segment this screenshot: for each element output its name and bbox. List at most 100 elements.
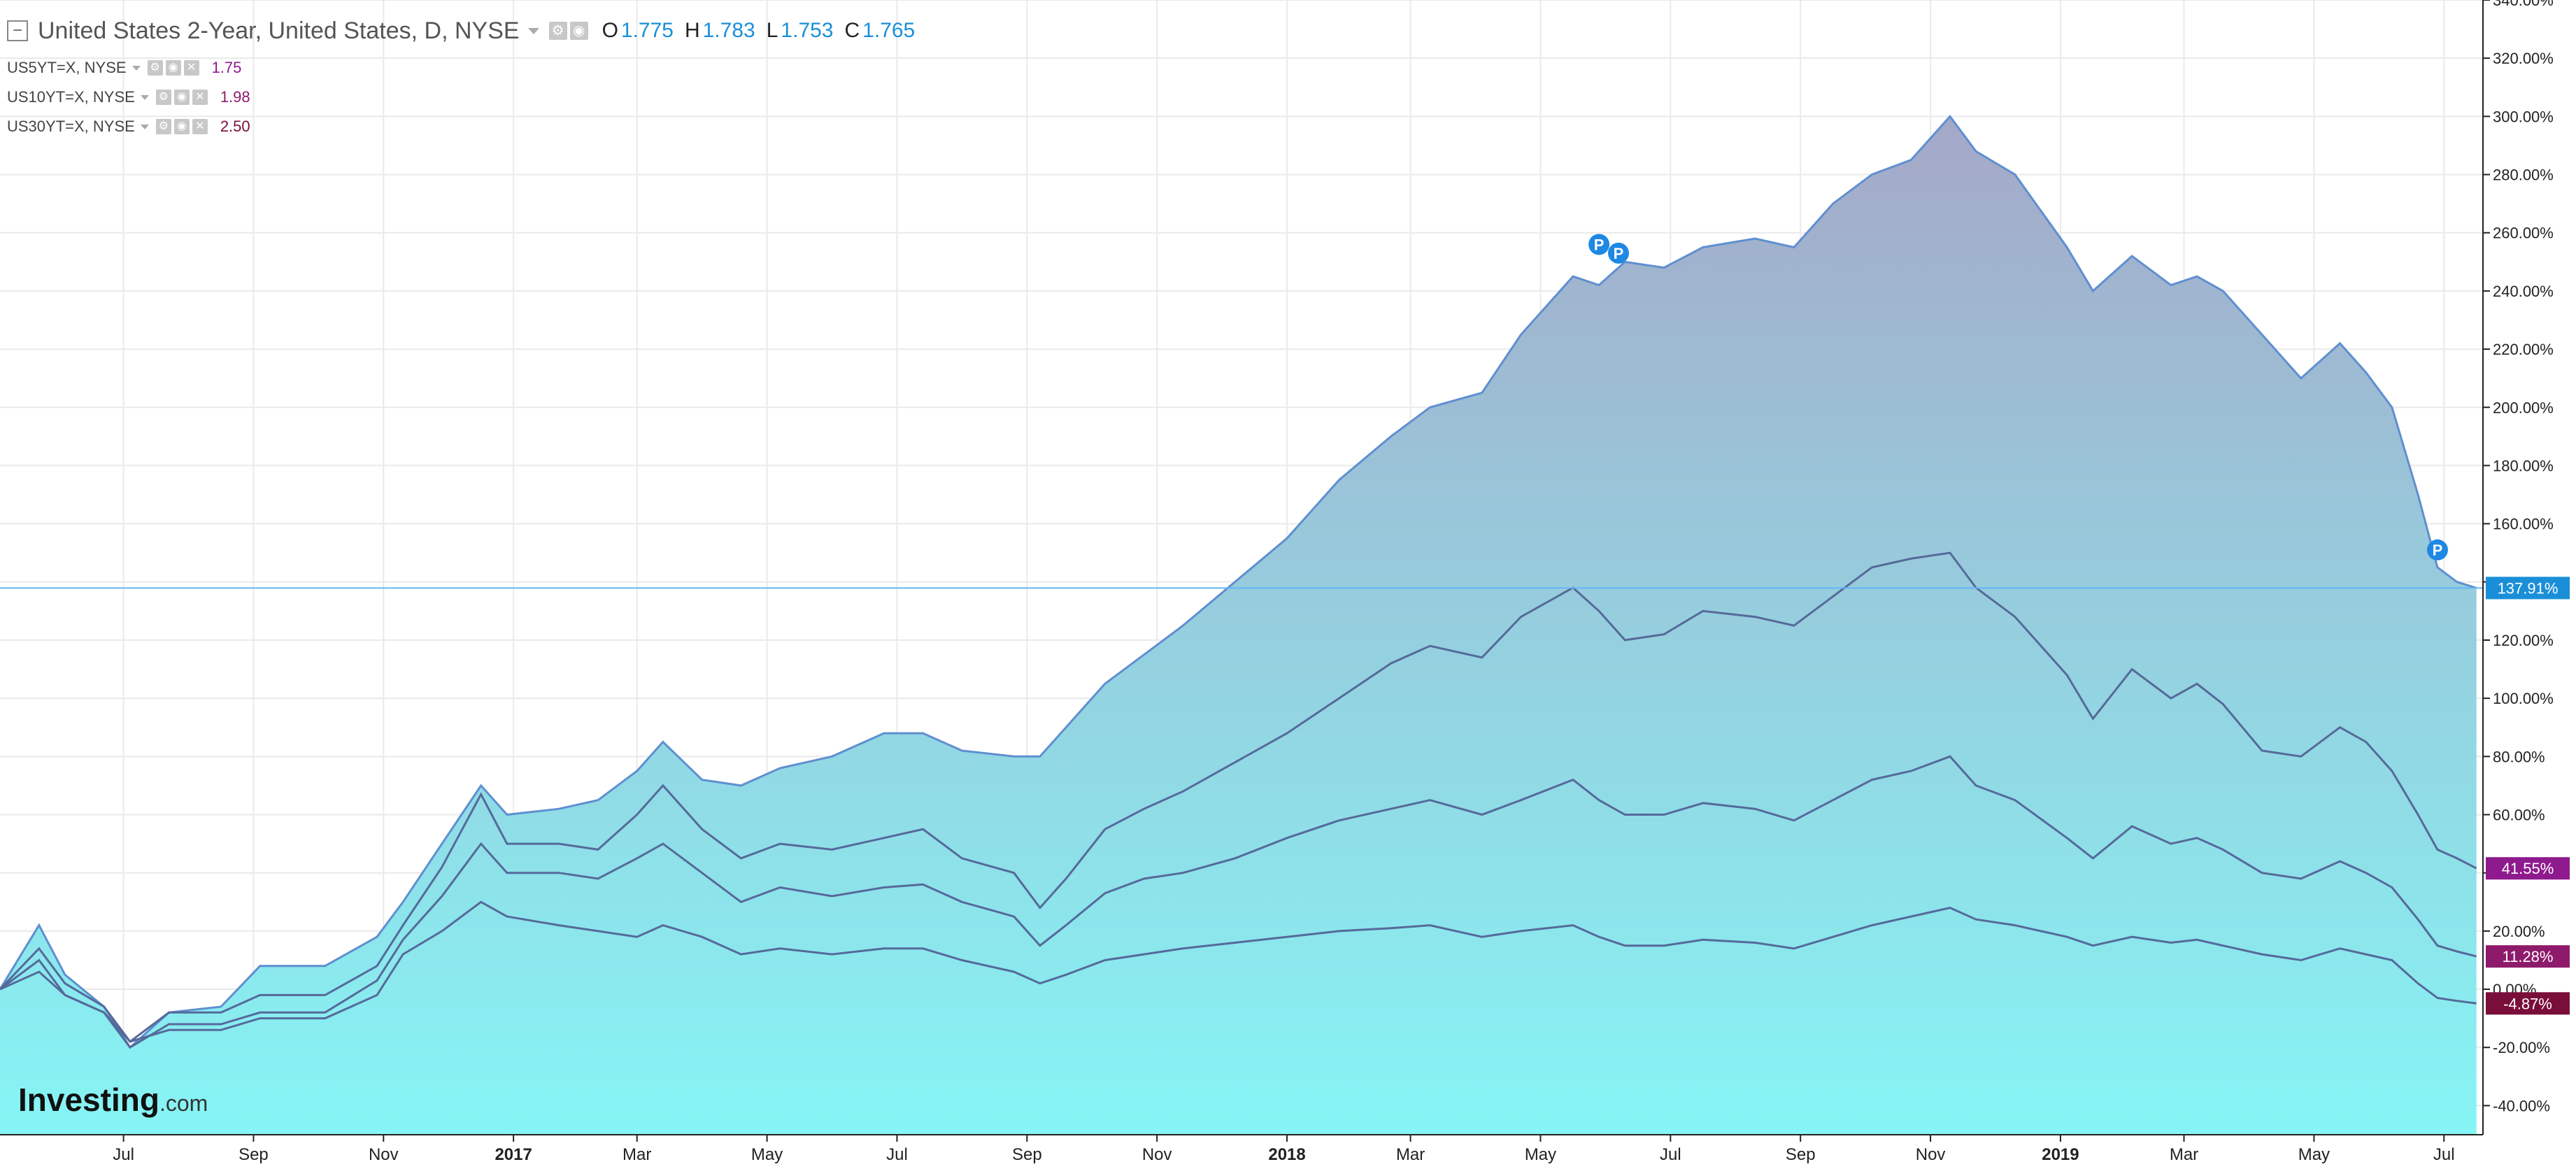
low-label: L — [766, 19, 778, 42]
event-marker-label: P — [1594, 236, 1604, 253]
p-marker-icon[interactable]: P — [2426, 539, 2448, 561]
y-tick-label: -20.00% — [2493, 1039, 2550, 1056]
x-axis-panel — [0, 1135, 2576, 1169]
open-value: 1.775 — [620, 19, 674, 42]
high-label: H — [684, 19, 700, 42]
y-tick-label: 280.00% — [2493, 167, 2554, 184]
y-tick-label: 240.00% — [2493, 283, 2554, 300]
event-marker-circle — [1588, 234, 1610, 255]
x-tick-label: Jul — [1660, 1145, 1681, 1164]
x-tick-label: Sep — [1786, 1145, 1816, 1164]
y-tick-label: 320.00% — [2493, 50, 2554, 67]
y-tick-label: 80.00% — [2493, 748, 2545, 765]
last-value-label: 11.28% — [2503, 948, 2554, 965]
investing-logo: Investing.com — [18, 1082, 208, 1118]
last-value-badge: 41.55% — [2486, 857, 2570, 880]
y-tick-label: 200.00% — [2493, 399, 2554, 416]
x-tick-label: Nov — [369, 1145, 399, 1164]
y-tick-label: 60.00% — [2493, 807, 2545, 824]
last-value-label: -4.87% — [2503, 995, 2552, 1012]
gear-icon[interactable]: ⚙ — [155, 90, 171, 105]
last-value-label: 137.91% — [2498, 579, 2559, 597]
low-value: 1.753 — [781, 19, 834, 42]
y-tick-label: 340.00% — [2493, 0, 2554, 9]
y-tick-label: 160.00% — [2493, 516, 2554, 533]
y-tick-label: 20.00% — [2493, 923, 2545, 940]
x-tick-label: Mar — [2170, 1145, 2198, 1164]
y-tick-label: -40.00% — [2493, 1097, 2550, 1114]
open-label: O — [602, 19, 618, 42]
main-series-row: − United States 2-Year, United States, D… — [7, 8, 915, 53]
legend-row-us10y: US10YT=X, NYSE ⚙ ◉ ✕ 1.98 — [7, 83, 915, 112]
y-tick-label: 120.00% — [2493, 632, 2554, 649]
close-icon[interactable]: ✕ — [183, 60, 199, 76]
last-value-label: 41.55% — [2502, 860, 2554, 877]
last-value-badge: 137.91% — [2486, 576, 2570, 600]
gear-icon[interactable]: ⚙ — [548, 22, 567, 40]
gear-icon[interactable]: ⚙ — [147, 60, 163, 76]
last-value-badge-bg — [2486, 945, 2570, 968]
eye-icon[interactable]: ◉ — [569, 22, 588, 40]
x-tick-label: Jul — [2433, 1145, 2455, 1164]
close-icon[interactable]: ✕ — [192, 119, 208, 134]
close-value: 1.765 — [862, 19, 916, 42]
x-tick-label: Jul — [113, 1145, 134, 1164]
x-tick-label: Nov — [1142, 1145, 1172, 1164]
high-value: 1.783 — [702, 19, 755, 42]
x-tick-label: May — [2298, 1145, 2330, 1164]
p-marker-icon[interactable]: P — [1588, 234, 1610, 255]
x-tick-label: Sep — [239, 1145, 269, 1164]
main-series-area — [0, 116, 2477, 1135]
last-value-badge-bg — [2486, 576, 2570, 600]
x-tick-label: Jul — [886, 1145, 908, 1164]
y-tick-label: 180.00% — [2493, 457, 2554, 474]
logo-suffix: .com — [159, 1091, 208, 1116]
x-tick-label: May — [751, 1145, 783, 1164]
chevron-down-icon[interactable] — [527, 27, 539, 34]
last-value-badge: 11.28% — [2486, 945, 2570, 968]
legend-name: US30YT=X, NYSE — [7, 118, 135, 135]
x-tick-label: Sep — [1012, 1145, 1042, 1164]
eye-icon[interactable]: ◉ — [165, 60, 181, 76]
p-marker-icon[interactable]: P — [1608, 242, 1630, 264]
last-value-badge-bg — [2486, 992, 2570, 1015]
legend-row-us30y: US30YT=X, NYSE ⚙ ◉ ✕ 2.50 — [7, 112, 915, 141]
y-tick-label: 220.00% — [2493, 341, 2554, 358]
legend-value: 1.98 — [220, 88, 250, 106]
x-tick-label: 2019 — [2042, 1145, 2079, 1164]
chart-legend: − United States 2-Year, United States, D… — [7, 8, 915, 141]
event-marker-label: P — [2433, 541, 2443, 559]
legend-name: US10YT=X, NYSE — [7, 88, 135, 106]
event-marker-label: P — [1614, 245, 1624, 262]
x-tick-label: Mar — [1396, 1145, 1425, 1164]
close-icon[interactable]: ✕ — [192, 90, 208, 105]
event-marker-circle — [1608, 242, 1630, 264]
minus-box-icon[interactable]: − — [7, 20, 28, 41]
comparison-series-line — [0, 551, 2477, 1044]
close-label: C — [844, 19, 860, 42]
event-marker-circle — [2426, 539, 2448, 561]
chevron-down-icon[interactable] — [140, 94, 149, 100]
eye-icon[interactable]: ◉ — [173, 90, 190, 105]
series-title: United States 2-Year, United States, D, … — [38, 17, 520, 44]
chevron-down-icon[interactable] — [131, 65, 141, 71]
main-series-line — [0, 115, 2477, 1049]
x-tick-label: May — [1525, 1145, 1556, 1164]
x-tick-label: 2018 — [1268, 1145, 1305, 1164]
legend-value: 1.75 — [211, 59, 242, 76]
last-value-badge: -4.87% — [2486, 992, 2570, 1015]
y-tick-label: 300.00% — [2493, 108, 2554, 125]
eye-icon[interactable]: ◉ — [173, 119, 190, 134]
x-tick-label: Nov — [1916, 1145, 1946, 1164]
legend-value: 2.50 — [220, 118, 250, 135]
chevron-down-icon[interactable] — [140, 124, 149, 129]
last-value-badge-bg — [2486, 857, 2570, 880]
legend-row-us5y: US5YT=X, NYSE ⚙ ◉ ✕ 1.75 — [7, 53, 915, 83]
legend-name: US5YT=X, NYSE — [7, 59, 127, 76]
y-tick-label: 100.00% — [2493, 690, 2554, 707]
comparison-series-line — [0, 755, 2477, 1049]
logo-brand: Investing — [18, 1082, 159, 1118]
y-tick-label: 260.00% — [2493, 225, 2554, 242]
gear-icon[interactable]: ⚙ — [155, 119, 171, 134]
